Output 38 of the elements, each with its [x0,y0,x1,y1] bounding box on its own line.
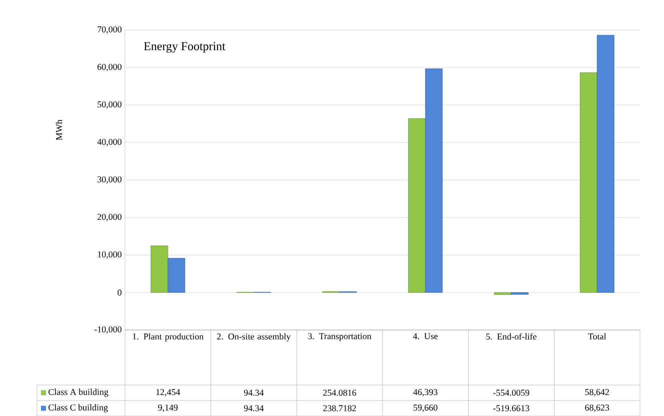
bar [494,292,512,295]
x-tick-label: 3. Transportation [308,333,372,342]
x-tick-label: 1. Plant production [132,333,204,342]
data-label: 9,149 [158,404,178,412]
data-label: 46,393 [413,389,438,396]
y-tick-label: -10,000 [94,326,122,334]
data-label: 12,454 [156,389,180,396]
y-tick-label: 40,000 [97,138,122,146]
y-tick-label: 60,000 [98,64,122,72]
data-label: 254.0816 [323,390,356,396]
y-tick-label: 0 [118,289,122,296]
data-label: 238.7182 [323,405,356,412]
legend-label: Class C building [48,404,108,412]
y-tick-label: 30,000 [98,176,122,184]
data-label: 94.34 [244,390,264,396]
bar [425,68,443,293]
data-label: 94.34 [244,405,264,412]
data-label: -554.0059 [493,390,530,396]
bar [580,72,598,293]
bar [168,258,186,293]
data-label: 58,642 [585,389,609,396]
y-tick-label: 20,000 [98,214,122,222]
data-label: -519.6613 [493,405,530,412]
y-tick-label: 70,000 [98,26,122,34]
bar [408,118,426,293]
bar [150,246,168,293]
y-axis-title: MWh [56,120,62,140]
bar [596,34,614,293]
text: Energy Footprint [144,42,226,53]
x-tick-label: 5. End-of-life [486,333,536,340]
data-label: 59,660 [414,404,438,412]
legend-label: Class A building [48,388,108,397]
x-tick-label: 4. Use [413,333,438,340]
data-label: 68,623 [585,404,610,412]
x-tick-label: Total [588,333,606,340]
x-tick-label: 2. On-site assembly [217,333,291,342]
y-tick-label: 10,000 [98,251,122,259]
y-tick-label: 50,000 [98,101,122,109]
